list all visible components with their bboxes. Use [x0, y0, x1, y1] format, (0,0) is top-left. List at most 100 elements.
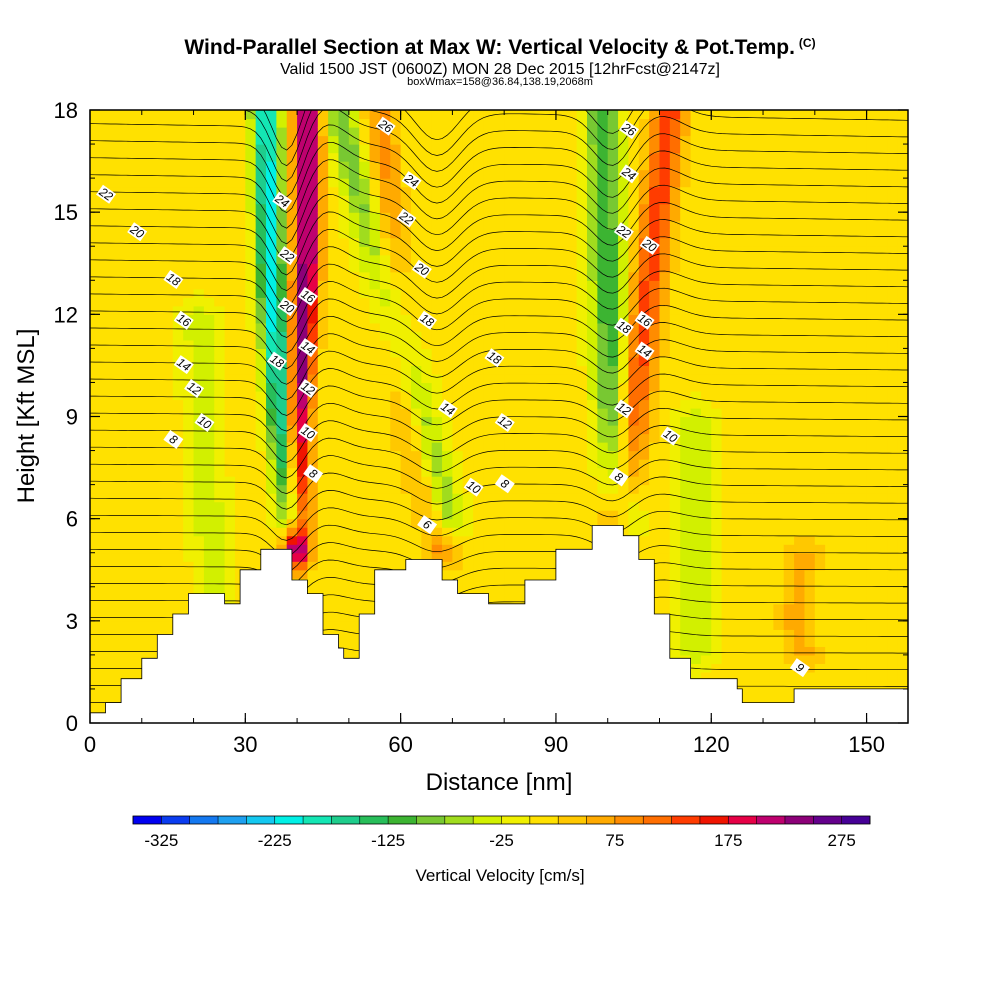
- velocity-cell: [307, 178, 319, 188]
- velocity-cell: [535, 331, 547, 341]
- velocity-cell: [110, 263, 122, 273]
- velocity-cell: [638, 390, 650, 401]
- velocity-cell: [649, 263, 661, 273]
- velocity-cell: [555, 518, 567, 528]
- velocity-cell: [711, 186, 723, 196]
- velocity-cell: [742, 569, 754, 579]
- velocity-cell: [659, 425, 671, 435]
- velocity-cell: [752, 186, 764, 196]
- velocity-cell: [214, 433, 226, 443]
- velocity-cell: [587, 271, 598, 281]
- velocity-cell: [731, 322, 743, 332]
- velocity-cell: [555, 476, 567, 486]
- velocity-cell: [317, 339, 329, 349]
- velocity-cell: [255, 339, 267, 349]
- velocity-cell: [255, 322, 267, 332]
- velocity-cell: [297, 501, 309, 511]
- velocity-cell: [245, 459, 257, 469]
- velocity-cell: [90, 552, 101, 562]
- velocity-cell: [752, 212, 764, 222]
- velocity-cell: [328, 288, 340, 298]
- velocity-cell: [348, 484, 360, 494]
- velocity-cell: [359, 493, 371, 503]
- velocity-cell: [773, 271, 785, 281]
- velocity-cell: [100, 561, 112, 571]
- velocity-cell: [524, 450, 536, 460]
- velocity-cell: [545, 527, 557, 537]
- velocity-cell: [773, 280, 785, 290]
- velocity-cell: [473, 203, 485, 213]
- velocity-cell: [742, 382, 754, 392]
- velocity-cell: [690, 331, 702, 341]
- velocity-cell: [162, 586, 174, 596]
- velocity-cell: [141, 382, 153, 392]
- velocity-cell: [110, 680, 122, 690]
- velocity-cell: [193, 569, 205, 579]
- velocity-cell: [452, 518, 464, 528]
- velocity-cell: [452, 195, 464, 205]
- velocity-cell: [183, 373, 195, 384]
- velocity-cell: [234, 527, 246, 537]
- velocity-cell: [587, 110, 598, 120]
- velocity-cell: [234, 535, 246, 545]
- velocity-cell: [597, 220, 609, 230]
- velocity-cell: [172, 144, 184, 154]
- velocity-cell: [783, 654, 795, 665]
- velocity-cell: [121, 356, 133, 367]
- velocity-cell: [162, 476, 174, 486]
- velocity-cell: [628, 280, 640, 290]
- velocity-cell: [514, 450, 526, 460]
- velocity-cell: [473, 195, 485, 205]
- velocity-cell: [690, 544, 702, 554]
- velocity-cell: [100, 552, 112, 562]
- velocity-cell: [359, 135, 371, 145]
- velocity-cell: [203, 144, 215, 154]
- velocity-cell: [804, 544, 816, 554]
- velocity-cell: [597, 365, 609, 375]
- velocity-cell: [783, 586, 795, 596]
- velocity-cell: [452, 237, 464, 247]
- velocity-cell: [680, 288, 692, 298]
- velocity-cell: [773, 586, 785, 596]
- velocity-cell: [100, 399, 112, 409]
- velocity-cell: [742, 212, 754, 222]
- velocity-cell: [307, 535, 319, 545]
- velocity-cell: [742, 476, 754, 486]
- velocity-cell: [524, 331, 536, 341]
- velocity-cell: [141, 442, 153, 452]
- velocity-cell: [659, 169, 671, 179]
- velocity-cell: [669, 348, 681, 358]
- velocity-cell: [731, 535, 743, 545]
- velocity-cell: [493, 365, 505, 375]
- velocity-cell: [131, 297, 143, 307]
- velocity-cell: [742, 390, 754, 401]
- velocity-cell: [90, 416, 101, 426]
- velocity-cell: [680, 620, 692, 630]
- velocity-cell: [607, 459, 619, 469]
- velocity-cell: [638, 484, 650, 494]
- velocity-cell: [721, 305, 733, 315]
- velocity-cell: [297, 152, 309, 162]
- velocity-cell: [783, 322, 795, 332]
- velocity-cell: [359, 484, 371, 494]
- velocity-cell: [721, 390, 733, 401]
- velocity-cell: [317, 561, 329, 571]
- velocity-cell: [649, 195, 661, 205]
- velocity-cell: [473, 246, 485, 256]
- velocity-cell: [338, 552, 350, 562]
- velocity-cell: [752, 586, 764, 596]
- velocity-cell: [524, 552, 536, 562]
- velocity-cell: [276, 220, 288, 230]
- velocity-cell: [234, 220, 246, 230]
- velocity-cell: [700, 442, 712, 452]
- velocity-cell: [700, 254, 712, 264]
- velocity-cell: [245, 118, 257, 128]
- velocity-cell: [504, 237, 516, 247]
- velocity-cell: [203, 501, 215, 511]
- velocity-cell: [338, 297, 350, 307]
- velocity-cell: [245, 169, 257, 179]
- velocity-cell: [773, 399, 785, 409]
- velocity-cell: [359, 433, 371, 443]
- velocity-cell: [545, 331, 557, 341]
- velocity-cell: [535, 271, 547, 281]
